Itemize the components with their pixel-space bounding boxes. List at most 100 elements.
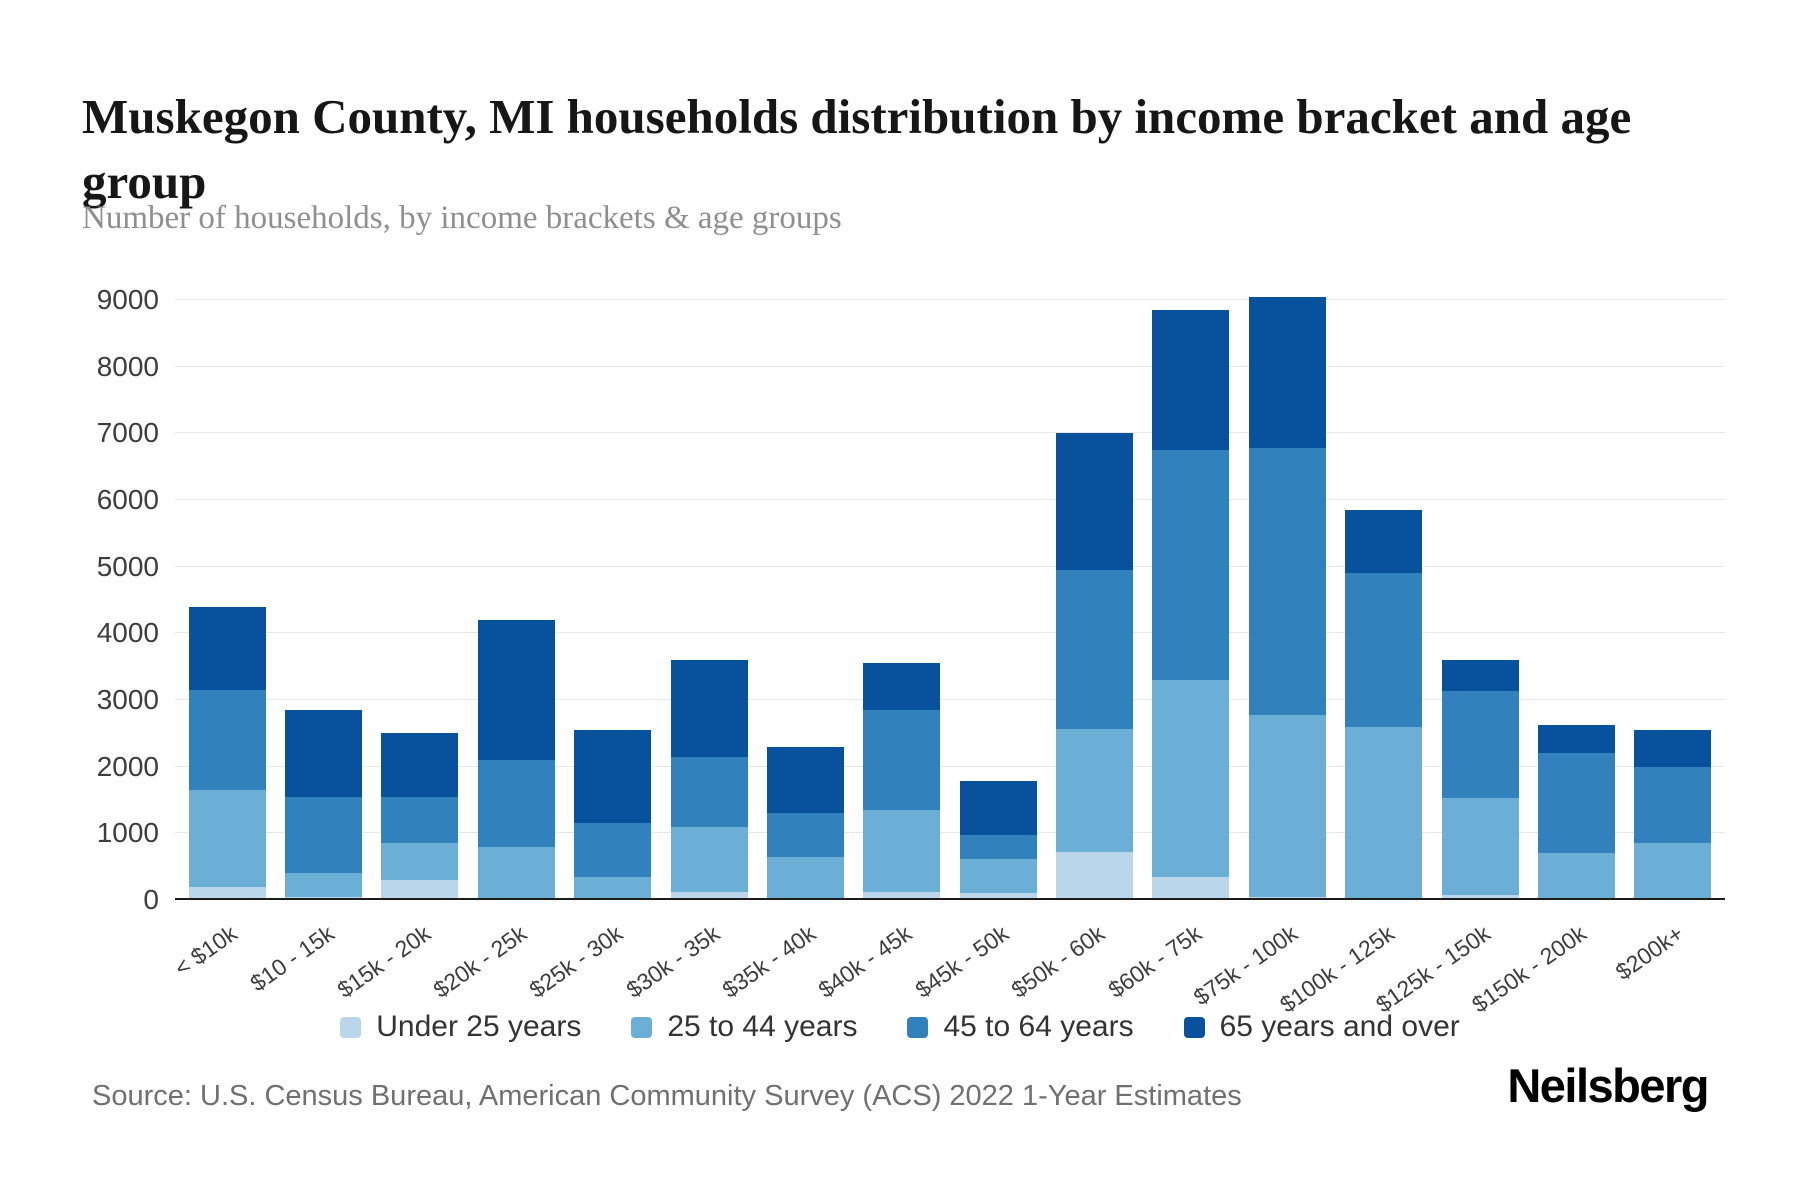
x-axis-line	[175, 898, 1725, 900]
bar-segment	[1056, 852, 1134, 900]
bar-stack	[959, 781, 1037, 900]
bar-stack	[1345, 510, 1423, 900]
bar-segment	[188, 690, 266, 791]
bar-stack	[766, 746, 844, 900]
bar-segment	[1634, 730, 1712, 767]
bar-slot	[179, 300, 275, 900]
y-axis-tick-label: 6000	[96, 484, 159, 515]
bar-segment	[766, 746, 844, 814]
x-axis-label: < $10k	[170, 920, 243, 982]
bar-segment	[1056, 433, 1134, 571]
bar-segment	[863, 663, 941, 710]
bar-segment	[1441, 798, 1519, 895]
bar-segment	[1345, 726, 1423, 898]
chart-title: Muskegon County, MI households distribut…	[82, 88, 1632, 209]
bar-stack	[863, 663, 941, 900]
plot-area: 0 1000 2000 3000 4000 5000 6000 7000 8000 9000	[97, 284, 1725, 915]
legend-label: 45 to 64 years	[943, 1010, 1134, 1043]
y-axis-tick-label: 8000	[96, 350, 159, 382]
bar-segment	[381, 733, 459, 797]
gridline	[175, 765, 1725, 767]
bar-segment	[477, 620, 555, 761]
bar-slot	[275, 300, 371, 900]
x-slot: $200k+	[1610, 908, 1721, 1003]
bar-segment	[1634, 843, 1712, 900]
bar-segment	[285, 710, 363, 797]
bar-segment	[1152, 876, 1230, 900]
bar-segment	[959, 781, 1037, 835]
bar-segment	[670, 826, 748, 892]
legend-label: Under 25 years	[376, 1010, 582, 1043]
bar-stack	[1248, 296, 1326, 900]
bar-stack	[381, 733, 459, 900]
gridline	[175, 432, 1725, 434]
gridline	[175, 299, 1725, 300]
bar-slot	[1432, 300, 1528, 900]
bar-stack	[1537, 725, 1615, 900]
bar-stack	[1056, 433, 1134, 900]
bar-segment	[188, 886, 266, 900]
bar-stack	[1441, 660, 1519, 900]
bar-slot	[661, 300, 757, 900]
bar-segment	[285, 796, 363, 874]
bar-segment	[959, 858, 1037, 894]
bar-segment	[1152, 680, 1230, 877]
gridline	[175, 565, 1725, 567]
bar-slot	[1143, 300, 1239, 900]
bar-segment	[1537, 725, 1615, 754]
legend-item: 65 years and over	[1183, 1010, 1460, 1044]
legend-swatch	[907, 1016, 929, 1038]
bar-slot	[468, 300, 564, 900]
bar-segment	[1248, 448, 1326, 715]
bar-segment	[477, 846, 555, 900]
bar-segment	[1441, 660, 1519, 692]
y-axis-tick-label: 4000	[96, 617, 159, 649]
legend-swatch	[1183, 1016, 1205, 1038]
x-axis-labels: < $10k $10 - 15k $15k - 20k $20k - 25k $25k …	[170, 908, 1725, 1018]
legend-item: 25 to 44 years	[631, 1010, 857, 1044]
bar-segment	[1248, 296, 1326, 449]
bar-stack	[1634, 730, 1712, 900]
y-axis-tick-label: 1000	[96, 817, 159, 849]
bar-stack	[574, 730, 652, 900]
legend-item: Under 25 years	[340, 1010, 581, 1044]
bar-slot	[1336, 300, 1432, 900]
bar-slot	[1528, 300, 1624, 900]
bar-segment	[1634, 766, 1712, 844]
bar-segment	[670, 892, 748, 900]
bar-segment	[1441, 894, 1519, 900]
bar-segment	[1345, 510, 1423, 574]
y-axis-tick-label: 7000	[96, 417, 159, 449]
bar-segment	[863, 810, 941, 892]
gridline	[175, 832, 1725, 834]
gridline	[175, 699, 1725, 700]
bar-segment	[574, 823, 652, 877]
bar-segment	[670, 660, 748, 757]
legend-item: 45 to 64 years	[907, 1010, 1134, 1044]
bar-segment	[1056, 728, 1134, 852]
bar-segment	[285, 873, 363, 897]
bar-segment	[863, 710, 941, 810]
legend-swatch	[631, 1016, 653, 1038]
y-axis-tick-label: 5000	[96, 550, 159, 582]
bar-slot	[854, 300, 950, 900]
bar-segment	[381, 843, 459, 880]
bar-segment	[766, 856, 844, 900]
bar-segment	[959, 834, 1037, 859]
bar-segment	[574, 730, 652, 824]
bar-slot	[1239, 296, 1335, 900]
bar-segment	[1056, 570, 1134, 729]
bar-stack	[285, 710, 363, 900]
bar-slot	[372, 300, 468, 900]
bars-container	[175, 296, 1725, 900]
bar-stack	[188, 606, 266, 900]
brand-logo: Neilsberg	[1507, 1059, 1709, 1112]
bar-slot	[1046, 300, 1142, 900]
bar-segment	[766, 813, 844, 857]
bar-segment	[1537, 753, 1615, 854]
source-attribution: Source: U.S. Census Bureau, American Com…	[92, 1080, 1242, 1112]
chart-subtitle: Number of households, by income brackets…	[82, 200, 842, 236]
x-slot: $150k - 200k	[1468, 908, 1624, 1018]
bar-stack	[477, 620, 555, 900]
bar-segment	[863, 892, 941, 900]
